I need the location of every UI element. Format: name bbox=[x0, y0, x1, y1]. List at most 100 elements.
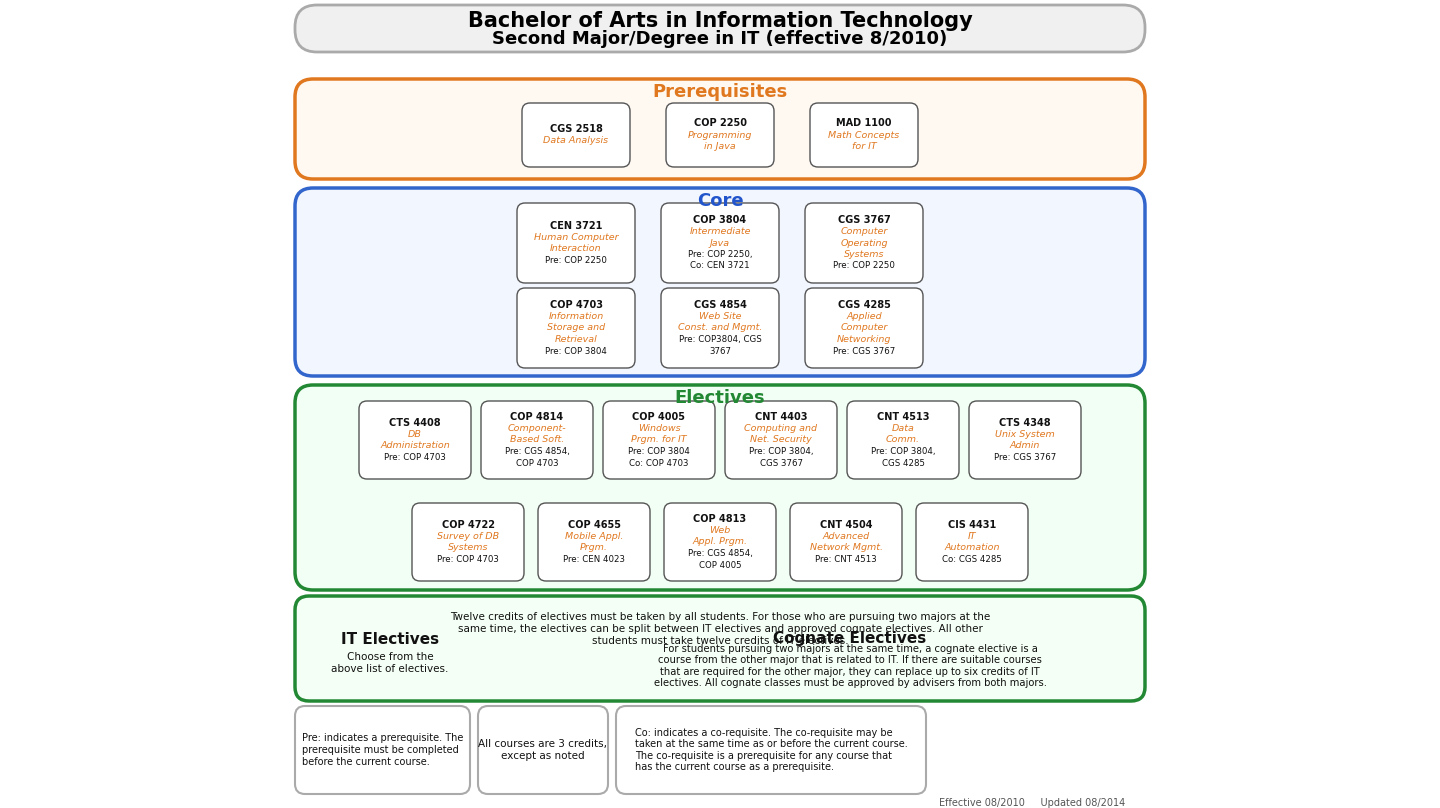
Text: Unix System: Unix System bbox=[995, 430, 1056, 439]
FancyBboxPatch shape bbox=[359, 401, 471, 479]
Text: Pre: COP3804, CGS: Pre: COP3804, CGS bbox=[678, 335, 762, 344]
Text: Web: Web bbox=[710, 526, 730, 535]
Text: CGS 2518: CGS 2518 bbox=[550, 124, 602, 134]
Text: COP 4005: COP 4005 bbox=[698, 561, 742, 570]
Text: Effective 08/2010     Updated 08/2014: Effective 08/2010 Updated 08/2014 bbox=[939, 798, 1125, 808]
Text: Pre: COP 2250: Pre: COP 2250 bbox=[546, 256, 606, 265]
FancyBboxPatch shape bbox=[412, 503, 524, 581]
Text: CTS 4348: CTS 4348 bbox=[999, 418, 1051, 427]
Text: Mobile Appl.: Mobile Appl. bbox=[564, 532, 624, 541]
Text: Electives: Electives bbox=[675, 389, 765, 407]
Text: DB: DB bbox=[408, 430, 422, 439]
Text: IT: IT bbox=[968, 532, 976, 541]
Text: CIS 4431: CIS 4431 bbox=[948, 520, 996, 530]
FancyBboxPatch shape bbox=[295, 188, 1145, 376]
Text: Human Computer: Human Computer bbox=[534, 233, 618, 242]
Text: COP 4814: COP 4814 bbox=[510, 412, 563, 422]
Text: Web Site: Web Site bbox=[698, 312, 742, 321]
FancyBboxPatch shape bbox=[724, 401, 837, 479]
FancyBboxPatch shape bbox=[665, 103, 775, 167]
Text: Choose from the
above list of electives.: Choose from the above list of electives. bbox=[331, 652, 449, 674]
Text: COP 4005: COP 4005 bbox=[632, 412, 685, 422]
Text: Cognate Electives: Cognate Electives bbox=[773, 632, 926, 646]
Text: Data Analysis: Data Analysis bbox=[543, 137, 609, 145]
FancyBboxPatch shape bbox=[539, 503, 649, 581]
Text: Storage and: Storage and bbox=[547, 323, 605, 333]
Text: Pre: COP 2250,: Pre: COP 2250, bbox=[688, 250, 752, 259]
Text: Comm.: Comm. bbox=[886, 436, 920, 444]
Text: Intermediate: Intermediate bbox=[690, 227, 750, 236]
FancyBboxPatch shape bbox=[295, 596, 1145, 701]
Text: Pre: COP 3804: Pre: COP 3804 bbox=[628, 447, 690, 456]
FancyBboxPatch shape bbox=[847, 401, 959, 479]
Text: CGS 4285: CGS 4285 bbox=[881, 458, 924, 468]
Text: COP 4655: COP 4655 bbox=[567, 520, 621, 530]
Text: Co: CEN 3721: Co: CEN 3721 bbox=[690, 262, 750, 271]
Text: Programming: Programming bbox=[688, 131, 752, 140]
Text: Based Soft.: Based Soft. bbox=[510, 436, 564, 444]
FancyBboxPatch shape bbox=[809, 103, 919, 167]
Text: COP 4722: COP 4722 bbox=[442, 520, 494, 530]
Text: Co: COP 4703: Co: COP 4703 bbox=[629, 458, 688, 468]
Text: COP 4703: COP 4703 bbox=[516, 458, 559, 468]
FancyBboxPatch shape bbox=[295, 5, 1145, 52]
Text: Prerequisites: Prerequisites bbox=[652, 83, 788, 101]
FancyBboxPatch shape bbox=[661, 203, 779, 283]
Text: Admin: Admin bbox=[1009, 441, 1040, 450]
Text: Pre: COP 3804,: Pre: COP 3804, bbox=[871, 447, 935, 456]
Text: Applied: Applied bbox=[847, 312, 881, 321]
Text: Pre: CGS 4854,: Pre: CGS 4854, bbox=[504, 447, 569, 456]
Text: Co: CGS 4285: Co: CGS 4285 bbox=[942, 555, 1002, 564]
FancyBboxPatch shape bbox=[481, 401, 593, 479]
Text: Computer: Computer bbox=[841, 323, 887, 333]
FancyBboxPatch shape bbox=[295, 79, 1145, 179]
Text: Const. and Mgmt.: Const. and Mgmt. bbox=[678, 323, 762, 333]
FancyBboxPatch shape bbox=[805, 203, 923, 283]
Text: Prgm.: Prgm. bbox=[580, 543, 608, 552]
Text: Windows: Windows bbox=[638, 424, 680, 433]
Text: For students pursuing two majors at the same time, a cognate elective is a
cours: For students pursuing two majors at the … bbox=[654, 644, 1047, 688]
Text: Systems: Systems bbox=[448, 543, 488, 552]
Text: Computer: Computer bbox=[841, 227, 887, 236]
Text: Pre: indicates a prerequisite. The
prerequisite must be completed
before the cur: Pre: indicates a prerequisite. The prere… bbox=[302, 734, 464, 767]
FancyBboxPatch shape bbox=[521, 103, 631, 167]
FancyBboxPatch shape bbox=[517, 288, 635, 368]
Text: Pre: COP 2250: Pre: COP 2250 bbox=[834, 262, 894, 271]
Text: CNT 4403: CNT 4403 bbox=[755, 412, 808, 422]
Text: COP 3804: COP 3804 bbox=[694, 215, 746, 225]
Text: Information: Information bbox=[549, 312, 603, 321]
Text: 3767: 3767 bbox=[708, 347, 732, 356]
Text: CGS 3767: CGS 3767 bbox=[838, 215, 890, 225]
Text: Network Mgmt.: Network Mgmt. bbox=[809, 543, 883, 552]
Text: Pre: CEN 4023: Pre: CEN 4023 bbox=[563, 555, 625, 564]
Text: Net. Security: Net. Security bbox=[750, 436, 812, 444]
FancyBboxPatch shape bbox=[661, 288, 779, 368]
Text: Pre: CGS 4854,: Pre: CGS 4854, bbox=[687, 549, 753, 558]
FancyBboxPatch shape bbox=[791, 503, 901, 581]
Text: Advanced: Advanced bbox=[822, 532, 870, 541]
Text: IT Electives: IT Electives bbox=[341, 632, 439, 646]
Text: Pre: COP 4703: Pre: COP 4703 bbox=[384, 452, 446, 461]
FancyBboxPatch shape bbox=[616, 706, 926, 794]
Text: Pre: COP 3804,: Pre: COP 3804, bbox=[749, 447, 814, 456]
Text: Data: Data bbox=[891, 424, 914, 433]
Text: CGS 3767: CGS 3767 bbox=[759, 458, 802, 468]
Text: Second Major/Degree in IT (effective 8/2010): Second Major/Degree in IT (effective 8/2… bbox=[492, 30, 948, 48]
Text: CTS 4408: CTS 4408 bbox=[389, 418, 441, 427]
Text: Co: indicates a co-requisite. The co-requisite may be
taken at the same time as : Co: indicates a co-requisite. The co-req… bbox=[635, 727, 907, 772]
Text: Networking: Networking bbox=[837, 335, 891, 344]
FancyBboxPatch shape bbox=[916, 503, 1028, 581]
Text: Administration: Administration bbox=[380, 441, 449, 450]
Text: students must take twelve credits of IT electives.: students must take twelve credits of IT … bbox=[592, 636, 848, 646]
Text: CNT 4513: CNT 4513 bbox=[877, 412, 929, 422]
Text: MAD 1100: MAD 1100 bbox=[837, 119, 891, 128]
Text: Appl. Prgm.: Appl. Prgm. bbox=[693, 537, 747, 546]
Text: COP 4703: COP 4703 bbox=[550, 300, 602, 310]
Text: Prgm. for IT: Prgm. for IT bbox=[631, 436, 687, 444]
Text: Survey of DB: Survey of DB bbox=[436, 532, 500, 541]
FancyBboxPatch shape bbox=[805, 288, 923, 368]
Text: for IT: for IT bbox=[851, 142, 877, 151]
Text: Pre: CGS 3767: Pre: CGS 3767 bbox=[994, 452, 1056, 461]
Text: CGS 4285: CGS 4285 bbox=[838, 300, 890, 310]
FancyBboxPatch shape bbox=[295, 385, 1145, 590]
